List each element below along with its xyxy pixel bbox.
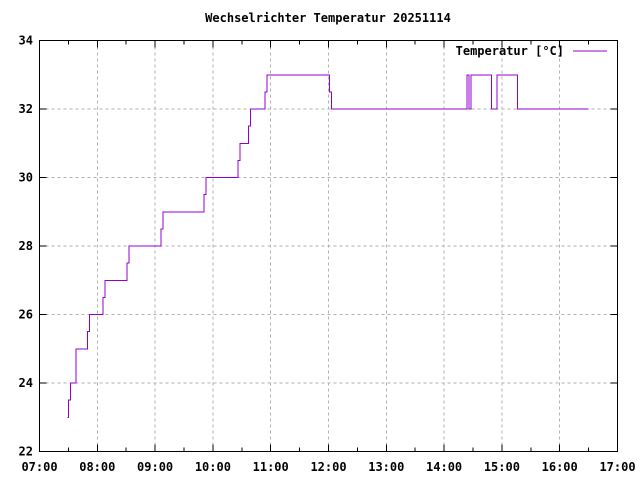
- x-tick-label: 12:00: [310, 460, 346, 474]
- y-tick-label: 22: [19, 445, 33, 459]
- y-tick-label: 28: [19, 239, 33, 253]
- temperature-series-line: [67, 74, 589, 418]
- x-tick-label: 16:00: [542, 460, 578, 474]
- x-tick-label: 15:00: [484, 460, 520, 474]
- y-tick-label: 30: [19, 171, 33, 185]
- legend-label: Temperatur [°C]: [456, 44, 564, 58]
- x-tick-label: 13:00: [368, 460, 404, 474]
- y-axis-labels: 22 24 26 28 30 32 34: [19, 34, 33, 459]
- plot-border: [39, 40, 618, 452]
- y-tick-label: 24: [19, 376, 33, 390]
- legend: Temperatur [°C]: [456, 44, 607, 58]
- axis-ticks: [39, 40, 618, 452]
- x-tick-label: 08:00: [79, 460, 115, 474]
- temperature-series: [67, 74, 589, 418]
- y-tick-label: 26: [19, 308, 33, 322]
- x-tick-label: 07:00: [21, 460, 57, 474]
- x-tick-label: 11:00: [253, 460, 289, 474]
- y-tick-label: 32: [19, 102, 33, 116]
- x-tick-label: 14:00: [426, 460, 462, 474]
- x-axis-labels: 07:00 08:00 09:00 10:00 11:00 12:00 13:00 14:00…: [21, 460, 635, 474]
- chart-title: Wechselrichter Temperatur 20251114: [205, 11, 451, 25]
- x-tick-label: 09:00: [137, 460, 173, 474]
- x-tick-label: 17:00: [599, 460, 635, 474]
- grid-lines: [39, 40, 618, 452]
- y-tick-label: 34: [19, 34, 33, 48]
- x-tick-label: 10:00: [195, 460, 231, 474]
